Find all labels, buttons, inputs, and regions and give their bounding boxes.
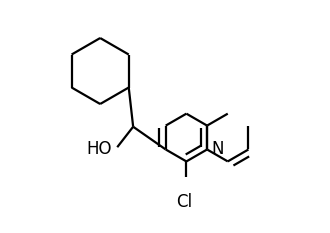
Text: HO: HO (86, 140, 112, 158)
Text: N: N (211, 140, 224, 158)
Text: Cl: Cl (176, 193, 192, 211)
